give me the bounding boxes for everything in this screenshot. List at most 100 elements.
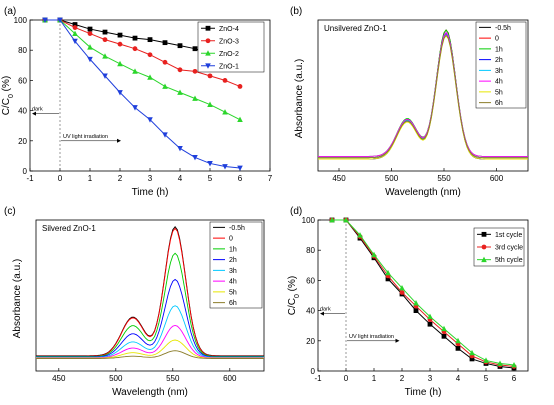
panel-d-panel-label: (d) xyxy=(290,206,302,217)
panel-a-data-point xyxy=(192,155,198,161)
panel-d-xtick-label: 4 xyxy=(456,374,461,383)
panel-d-legend-marker xyxy=(481,231,487,237)
panel-c-plot-frame xyxy=(35,219,265,372)
panel-d-data-point xyxy=(483,357,489,363)
panel-d-legend-label: 5th cycle xyxy=(495,257,523,264)
panel-a-series-line-3 xyxy=(45,19,241,169)
panel-b-panel-label: (b) xyxy=(290,6,302,17)
panel-d-data-point xyxy=(399,284,405,291)
panel-c-sample-title: Silvered ZnO-1 xyxy=(42,224,96,233)
panel-c-xtick-label: 500 xyxy=(109,374,123,383)
panel-d-legend-label: 3rd cycle xyxy=(495,245,523,252)
panel-d-ytick-label: 100 xyxy=(302,216,316,225)
panel-a-data-point xyxy=(117,60,123,67)
panel-b-legend-label: 6h xyxy=(495,100,503,107)
panel-a-ytick-label: 100 xyxy=(14,16,28,25)
panel-a-legend-label: ZnO-3 xyxy=(219,38,239,45)
panel-a-data-point xyxy=(117,90,123,96)
panel-a-data-point xyxy=(177,145,183,152)
panel-b-xtick-label: 500 xyxy=(385,174,399,183)
panel-a-data-point xyxy=(222,109,228,115)
panel-a-x-axis-label: Time (h) xyxy=(132,187,169,198)
panel-a-xtick-label: 7 xyxy=(268,174,273,183)
panel-a-y-axis-label: C/C0 (%) xyxy=(1,76,15,115)
panel-c-legend-label: 0 xyxy=(229,236,233,243)
panel-d-data-point xyxy=(413,308,419,313)
panel-a-data-point xyxy=(162,83,168,89)
panel-d-data-point xyxy=(441,325,447,332)
panel-a-panel-label: (a) xyxy=(4,6,16,17)
panel-d-ytick-label: 20 xyxy=(306,337,315,346)
panel-b-legend-label: 3h xyxy=(495,68,503,75)
panel-d-dark-label: dark xyxy=(320,307,331,313)
panel-a-data-point xyxy=(72,22,78,27)
panel-d-series-line-2 xyxy=(332,219,515,366)
panel-d-plot-frame xyxy=(317,219,529,372)
panel-a-data-point xyxy=(147,52,153,58)
panel-d-xtick-label: 6 xyxy=(512,374,517,383)
panel-a-data-point xyxy=(237,165,243,171)
panel-a-data-point xyxy=(177,67,183,73)
panel-d-data-point xyxy=(357,232,363,238)
panel-d-data-point xyxy=(469,349,475,356)
panel-d-data-point xyxy=(399,290,405,295)
panel-b-legend-box xyxy=(475,21,527,109)
panel-b-legend-label: 4h xyxy=(495,79,503,86)
panel-b-sample-title: Unsilvered ZnO-1 xyxy=(324,24,387,33)
panel-a-legend-marker xyxy=(205,25,211,31)
panel-b-y-axis-label: Absorbance (a.u.) xyxy=(294,59,305,139)
panel-c-legend-label: 5h xyxy=(229,289,237,296)
panel-a-data-point xyxy=(207,161,213,167)
panel-d-xtick-label: 0 xyxy=(344,374,349,383)
panel-a-data-point xyxy=(132,46,138,52)
panel-a-data-point xyxy=(222,164,228,170)
panel-b-spectrum-line-6 xyxy=(318,35,528,160)
panel-c-legend-label: 4h xyxy=(229,279,237,286)
panel-a-data-point xyxy=(207,73,213,79)
panel-d-data-point xyxy=(371,251,377,258)
panel-a-ytick-label: 20 xyxy=(18,137,27,146)
panel-a-ytick-label: 60 xyxy=(18,76,27,85)
panel-a-xtick-label: 5 xyxy=(208,174,213,183)
panel-d-data-point xyxy=(385,269,391,276)
panel-b-spectrum-line-5 xyxy=(318,31,528,157)
panel-c-spectrum-line-5 xyxy=(36,325,264,359)
panel-d-xtick-label: 1 xyxy=(372,374,377,383)
panel-d-xtick-label: 5 xyxy=(484,374,489,383)
panel-a-data-point xyxy=(147,117,153,123)
panel-d-legend-marker xyxy=(481,256,487,263)
panel-a-data-point xyxy=(102,29,108,35)
panel-a-uv-arrowhead xyxy=(117,138,121,143)
panel-c-panel-label: (c) xyxy=(4,206,16,217)
panel-a-data-point xyxy=(132,68,138,74)
panel-d-uv-arrowhead xyxy=(395,338,400,343)
panel-a-data-point xyxy=(102,53,108,59)
panel-d-y-axis-label: C/C0 (%) xyxy=(287,276,301,315)
panel-c-legend-label: 6h xyxy=(229,300,237,307)
panel-a-data-point xyxy=(87,44,93,50)
panel-a-legend-label: ZnO-4 xyxy=(219,26,239,33)
panel-a-legend-label: ZnO-2 xyxy=(219,51,239,58)
panel-d-data-point xyxy=(385,276,391,282)
panel-a-data-point xyxy=(132,35,138,41)
panel-c-legend-label: -0.5h xyxy=(229,225,245,232)
panel-a-data-point xyxy=(147,37,153,43)
panel-a-data-point xyxy=(162,40,168,46)
panel-c-xtick-label: 450 xyxy=(52,374,66,383)
panel-d-dark-arrowhead xyxy=(320,311,324,316)
panel-d-data-point xyxy=(329,217,335,223)
panel-a-ytick-label: 40 xyxy=(18,107,27,116)
panel-d-data-point xyxy=(413,300,419,306)
panel-a-data-point xyxy=(207,101,213,107)
panel-d-xtick-label: -1 xyxy=(314,374,322,383)
panel-a-ytick-label: 80 xyxy=(18,46,27,55)
panel-a-data-point xyxy=(117,32,123,38)
panel-a-data-point xyxy=(192,46,198,52)
panel-a-ytick-label: 0 xyxy=(23,167,28,176)
panel-c-spectrum-line-7 xyxy=(36,350,264,359)
panel-b-legend-label: 2h xyxy=(495,57,503,64)
panel-a-legend-label: ZnO-1 xyxy=(219,63,239,70)
panel-a-data-point xyxy=(222,78,228,83)
panel-a-data-point xyxy=(72,30,78,36)
